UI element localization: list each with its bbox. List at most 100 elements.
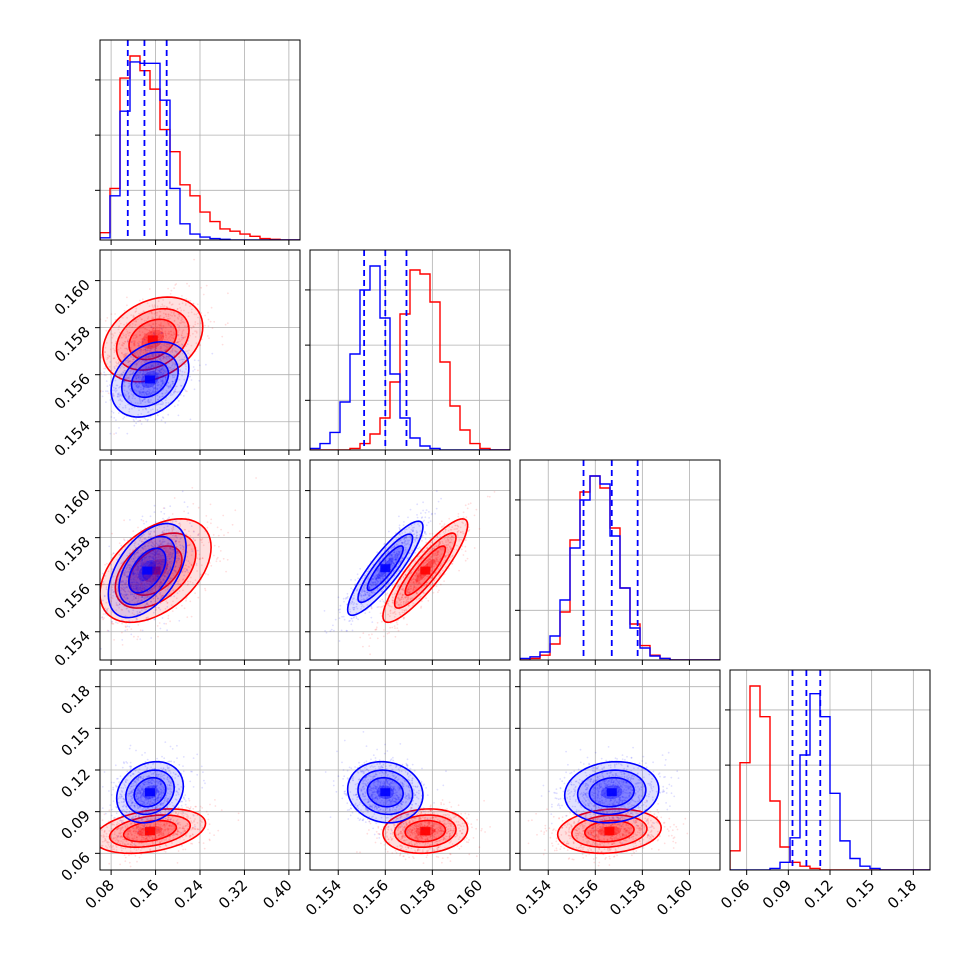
sample-point: [92, 611, 94, 613]
sample-point: [141, 391, 144, 394]
sample-point: [131, 612, 134, 614]
sample-point: [121, 342, 124, 344]
sample-point: [194, 323, 197, 326]
sample-point: [151, 353, 154, 356]
sample-point: [132, 572, 134, 575]
sample-point: [148, 575, 151, 577]
sample-point: [118, 378, 121, 381]
sample-point: [126, 330, 129, 333]
sample-point: [134, 402, 137, 404]
sample-point: [98, 576, 100, 578]
sample-point: [179, 369, 182, 372]
sample-point: [115, 361, 118, 364]
sample-point: [127, 332, 129, 335]
sample-point: [141, 399, 144, 402]
sample-point: [152, 562, 155, 565]
sample-point: [135, 584, 138, 587]
sample-point: [178, 522, 180, 525]
sample-point: [187, 352, 190, 354]
sample-point: [122, 588, 124, 591]
sample-point: [171, 530, 174, 533]
sample-point: [370, 607, 373, 610]
sample-point: [162, 395, 165, 398]
sample-point: [436, 560, 438, 563]
sample-point: [413, 580, 415, 583]
sample-point: [122, 406, 124, 409]
sample-point: [165, 370, 168, 372]
y-tick-label: 0.160: [51, 276, 94, 319]
sample-point: [125, 354, 127, 357]
sample-point: [392, 599, 394, 602]
sample-point: [134, 352, 137, 355]
sample-point: [455, 528, 457, 530]
sample-point: [150, 544, 153, 547]
sample-point: [226, 322, 229, 325]
sample-point: [158, 362, 161, 365]
sample-point: [197, 534, 200, 536]
sample-point: [137, 555, 140, 558]
sample-point: [398, 528, 401, 530]
sample-point: [142, 370, 145, 373]
sample-point: [137, 565, 140, 568]
sample-point: [405, 537, 408, 540]
sample-point: [167, 366, 170, 368]
sample-point: [159, 543, 162, 546]
sample-point: [135, 384, 138, 387]
sample-point: [436, 558, 438, 561]
sample-point: [113, 357, 116, 359]
sample-point: [423, 532, 426, 535]
sample-point: [169, 537, 172, 539]
sample-point: [449, 537, 452, 540]
sample-point: [467, 526, 470, 529]
sample-point: [152, 353, 155, 355]
sample-point: [181, 295, 183, 297]
sample-point: [415, 592, 418, 594]
sample-point: [153, 554, 155, 556]
sample-point: [105, 363, 108, 365]
sample-point: [404, 551, 407, 554]
sample-point: [428, 558, 431, 561]
sample-point: [178, 558, 181, 560]
sample-point: [97, 599, 99, 601]
sample-point: [372, 591, 375, 594]
density-contour: [404, 545, 447, 596]
sample-point: [173, 333, 175, 335]
sample-point: [91, 400, 93, 402]
sample-point: [160, 368, 163, 371]
sample-point: [355, 605, 358, 608]
sample-point: [197, 316, 199, 319]
sample-point: [153, 365, 155, 368]
sample-point: [147, 411, 150, 413]
sample-point: [166, 306, 169, 309]
sample-point: [417, 575, 419, 578]
sample-point: [402, 598, 405, 600]
sample-point: [89, 354, 91, 356]
sample-point: [117, 361, 120, 363]
sample-point: [145, 384, 148, 386]
sample-point: [148, 329, 151, 332]
sample-point: [386, 602, 389, 605]
sample-point: [381, 620, 383, 623]
sample-point: [432, 555, 434, 557]
sample-point: [139, 392, 142, 394]
sample-point: [123, 369, 126, 372]
sample-point: [419, 582, 422, 585]
sample-point: [127, 590, 130, 593]
sample-point: [156, 326, 159, 328]
sample-point: [407, 595, 409, 598]
sample-point: [349, 619, 351, 622]
sample-point: [364, 612, 367, 615]
sample-point: [436, 553, 439, 556]
sample-point: [430, 555, 433, 558]
sample-point: [224, 323, 227, 326]
sample-point: [155, 568, 158, 571]
sample-point: [129, 331, 131, 334]
sample-point: [234, 509, 237, 512]
sample-point: [184, 567, 187, 570]
sample-point: [134, 602, 136, 604]
sample-point: [145, 341, 148, 344]
sample-point: [169, 582, 172, 584]
sample-point: [178, 583, 181, 586]
sample-point: [149, 576, 152, 578]
